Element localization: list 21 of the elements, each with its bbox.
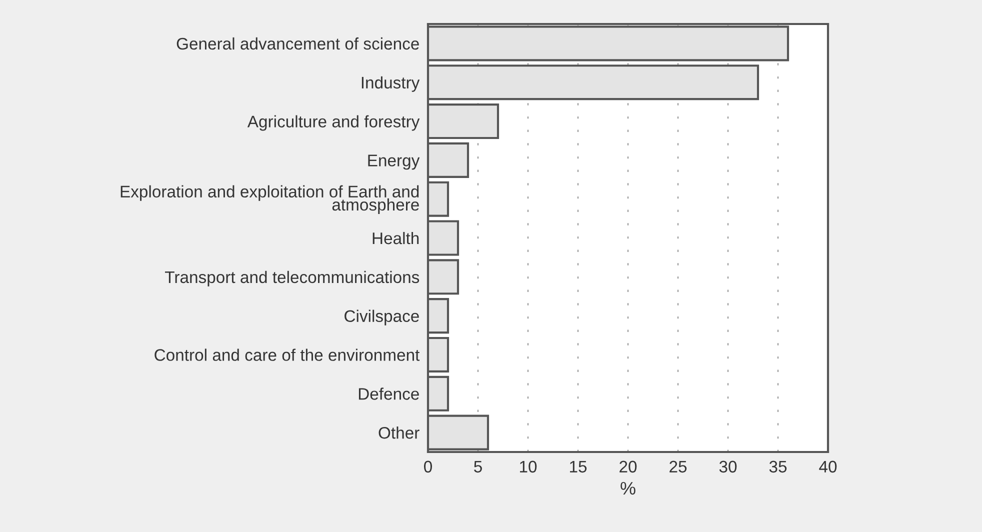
x-tick-label: 35 (769, 460, 787, 473)
y-tick-label: Other (378, 426, 420, 439)
x-tick-label: 0 (424, 460, 432, 473)
x-tick-label: 10 (520, 460, 537, 473)
y-tick-label: Health (372, 232, 419, 244)
x-axis-title: % (620, 482, 636, 495)
x-tick-label: 5 (474, 460, 482, 473)
x-tick-label: 30 (719, 460, 737, 473)
y-tick-label: Energy (368, 154, 420, 170)
y-tick-label: Agriculture and forestry (247, 115, 420, 131)
y-tick-label: Control and care of the environment (154, 348, 420, 361)
x-tick-label: 15 (570, 460, 587, 473)
y-tick-label: Exploration and exploitation of Earth and atmosphere (120, 185, 419, 214)
y-tick-label: Industry (362, 76, 420, 92)
x-tick-label: 20 (620, 460, 637, 473)
y-tick-label: Civilspace (344, 310, 419, 326)
y-tick-label: General advancement of science (176, 37, 419, 50)
x-tick-label: 25 (670, 460, 687, 473)
y-tick-label: Defence (358, 388, 419, 400)
x-tick-label: 40 (819, 460, 837, 473)
y-tick-label: Transport and telecommunications (165, 270, 420, 286)
